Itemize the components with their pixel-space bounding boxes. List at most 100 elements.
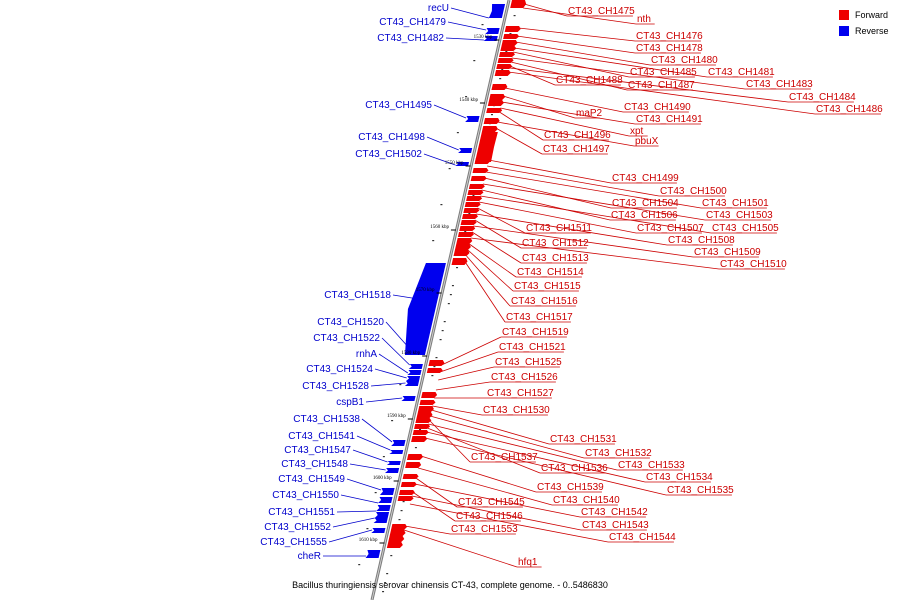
forward-gene-label[interactable]: CT43_CH1525	[495, 357, 562, 368]
reverse-gene[interactable]	[404, 381, 420, 386]
forward-gene-label[interactable]: CT43_CH1537	[471, 452, 538, 463]
reverse-gene-label[interactable]: CT43_CH1548	[281, 459, 348, 470]
reverse-gene-label[interactable]: CT43_CH1555	[260, 537, 327, 548]
reverse-gene-label[interactable]: cheR	[298, 551, 321, 562]
forward-gene-label[interactable]: CT43_CH1510	[720, 259, 787, 270]
forward-gene[interactable]	[494, 70, 511, 76]
forward-gene[interactable]	[402, 474, 419, 479]
reverse-gene-label[interactable]: rnhA	[356, 349, 377, 360]
forward-gene[interactable]	[397, 496, 414, 501]
forward-gene[interactable]	[417, 406, 434, 412]
forward-gene-label[interactable]: CT43_CH1516	[511, 296, 578, 307]
forward-gene[interactable]	[475, 132, 498, 162]
forward-gene-label[interactable]: CT43_CH1531	[550, 434, 617, 445]
reverse-gene-label[interactable]: cspB1	[336, 397, 364, 408]
forward-gene-label[interactable]: CT43_CH1506	[611, 210, 678, 221]
forward-gene-label[interactable]: CT43_CH1546	[456, 511, 523, 522]
reverse-gene[interactable]	[386, 461, 401, 465]
reverse-gene[interactable]	[404, 263, 446, 355]
reverse-gene-label[interactable]: CT43_CH1522	[313, 333, 380, 344]
forward-gene-label[interactable]: CT43_CH1517	[506, 312, 573, 323]
forward-gene-label[interactable]: CT43_CH1527	[487, 388, 554, 399]
forward-gene[interactable]	[426, 368, 443, 373]
reverse-gene-label[interactable]: CT43_CH1502	[355, 149, 422, 160]
reverse-gene[interactable]	[378, 497, 393, 503]
reverse-gene-label[interactable]: recU	[428, 3, 449, 14]
forward-gene-label[interactable]: CT43_CH1513	[522, 253, 589, 264]
forward-gene-label[interactable]: CT43_CH1532	[585, 448, 652, 459]
forward-gene[interactable]	[498, 52, 515, 57]
forward-gene[interactable]	[510, 0, 527, 8]
forward-gene-label[interactable]: pbuX	[635, 136, 659, 147]
forward-gene[interactable]	[411, 436, 428, 442]
forward-gene[interactable]	[470, 176, 487, 181]
forward-gene-label[interactable]: CT43_CH1553	[451, 524, 518, 535]
forward-gene-label[interactable]: CT43_CH1512	[522, 238, 589, 249]
forward-gene-label[interactable]: CT43_CH1484	[789, 92, 856, 103]
forward-gene[interactable]	[468, 184, 485, 189]
reverse-gene[interactable]	[371, 528, 386, 533]
reverse-gene[interactable]	[365, 550, 381, 558]
reverse-gene-label[interactable]: CT43_CH1520	[317, 317, 384, 328]
forward-gene-label[interactable]: CT43_CH1526	[491, 372, 558, 383]
forward-gene-label[interactable]: CT43_CH1542	[581, 507, 648, 518]
forward-gene[interactable]	[500, 46, 517, 51]
forward-gene-label[interactable]: CT43_CH1499	[612, 173, 679, 184]
forward-gene-label[interactable]: CT43_CH1491	[636, 114, 703, 125]
forward-gene-label[interactable]: CT43_CH1521	[499, 342, 566, 353]
forward-gene-label[interactable]: CT43_CH1534	[646, 472, 713, 483]
reverse-gene-label[interactable]: CT43_CH1495	[365, 100, 432, 111]
forward-gene[interactable]	[456, 238, 473, 244]
reverse-gene[interactable]	[488, 4, 506, 18]
reverse-gene[interactable]	[384, 468, 400, 473]
forward-gene[interactable]	[466, 196, 483, 201]
forward-gene-label[interactable]: CT43_CH1481	[708, 67, 775, 78]
forward-gene-label[interactable]: CT43_CH1539	[537, 482, 604, 493]
forward-gene[interactable]	[389, 530, 406, 536]
forward-gene-label[interactable]: CT43_CH1507	[637, 223, 704, 234]
forward-gene[interactable]	[491, 84, 508, 90]
reverse-gene[interactable]	[391, 440, 406, 446]
reverse-gene-label[interactable]: CT43_CH1518	[324, 290, 391, 301]
forward-gene-label[interactable]: CT43_CH1488	[556, 75, 623, 86]
forward-gene-label[interactable]: CT43_CH1504	[612, 198, 679, 209]
reverse-gene[interactable]	[483, 36, 498, 41]
reverse-gene[interactable]	[407, 370, 422, 375]
forward-gene[interactable]	[503, 34, 520, 39]
forward-gene-label[interactable]: maP2	[576, 108, 603, 119]
forward-gene[interactable]	[400, 482, 417, 487]
forward-gene-label[interactable]: CT43_CH1509	[694, 247, 761, 258]
forward-gene[interactable]	[460, 220, 477, 225]
forward-gene-label[interactable]: CT43_CH1478	[636, 43, 703, 54]
forward-gene-label[interactable]: CT43_CH1500	[660, 186, 727, 197]
reverse-gene-label[interactable]: CT43_CH1498	[358, 132, 425, 143]
forward-gene[interactable]	[457, 232, 474, 237]
reverse-gene[interactable]	[465, 116, 480, 122]
forward-gene-label[interactable]: CT43_CH1535	[667, 485, 734, 496]
forward-gene-label[interactable]: CT43_CH1503	[706, 210, 773, 221]
forward-gene[interactable]	[386, 542, 403, 548]
reverse-gene-label[interactable]: CT43_CH1528	[302, 381, 369, 392]
forward-gene[interactable]	[467, 190, 484, 195]
forward-gene-label[interactable]: nth	[637, 14, 651, 25]
forward-gene[interactable]	[390, 524, 407, 530]
reverse-gene-label[interactable]: CT43_CH1547	[284, 445, 351, 456]
reverse-gene[interactable]	[455, 162, 470, 166]
forward-gene-label[interactable]: xpt	[630, 126, 644, 137]
forward-gene-label[interactable]: CT43_CH1501	[702, 198, 769, 209]
forward-gene[interactable]	[472, 168, 489, 173]
forward-gene-label[interactable]: CT43_CH1508	[668, 235, 735, 246]
forward-gene[interactable]	[463, 208, 480, 213]
forward-gene[interactable]	[388, 536, 405, 542]
forward-gene[interactable]	[481, 126, 498, 132]
reverse-gene[interactable]	[379, 488, 395, 495]
reverse-gene[interactable]	[408, 364, 423, 369]
forward-gene-label[interactable]: CT43_CH1497	[543, 144, 610, 155]
forward-gene[interactable]	[414, 424, 431, 429]
forward-gene[interactable]	[415, 418, 432, 423]
reverse-gene-label[interactable]: CT43_CH1538	[293, 414, 360, 425]
reverse-gene-label[interactable]: CT43_CH1524	[306, 364, 373, 375]
forward-gene[interactable]	[406, 454, 423, 460]
forward-gene[interactable]	[412, 430, 429, 435]
forward-gene[interactable]	[419, 400, 436, 405]
